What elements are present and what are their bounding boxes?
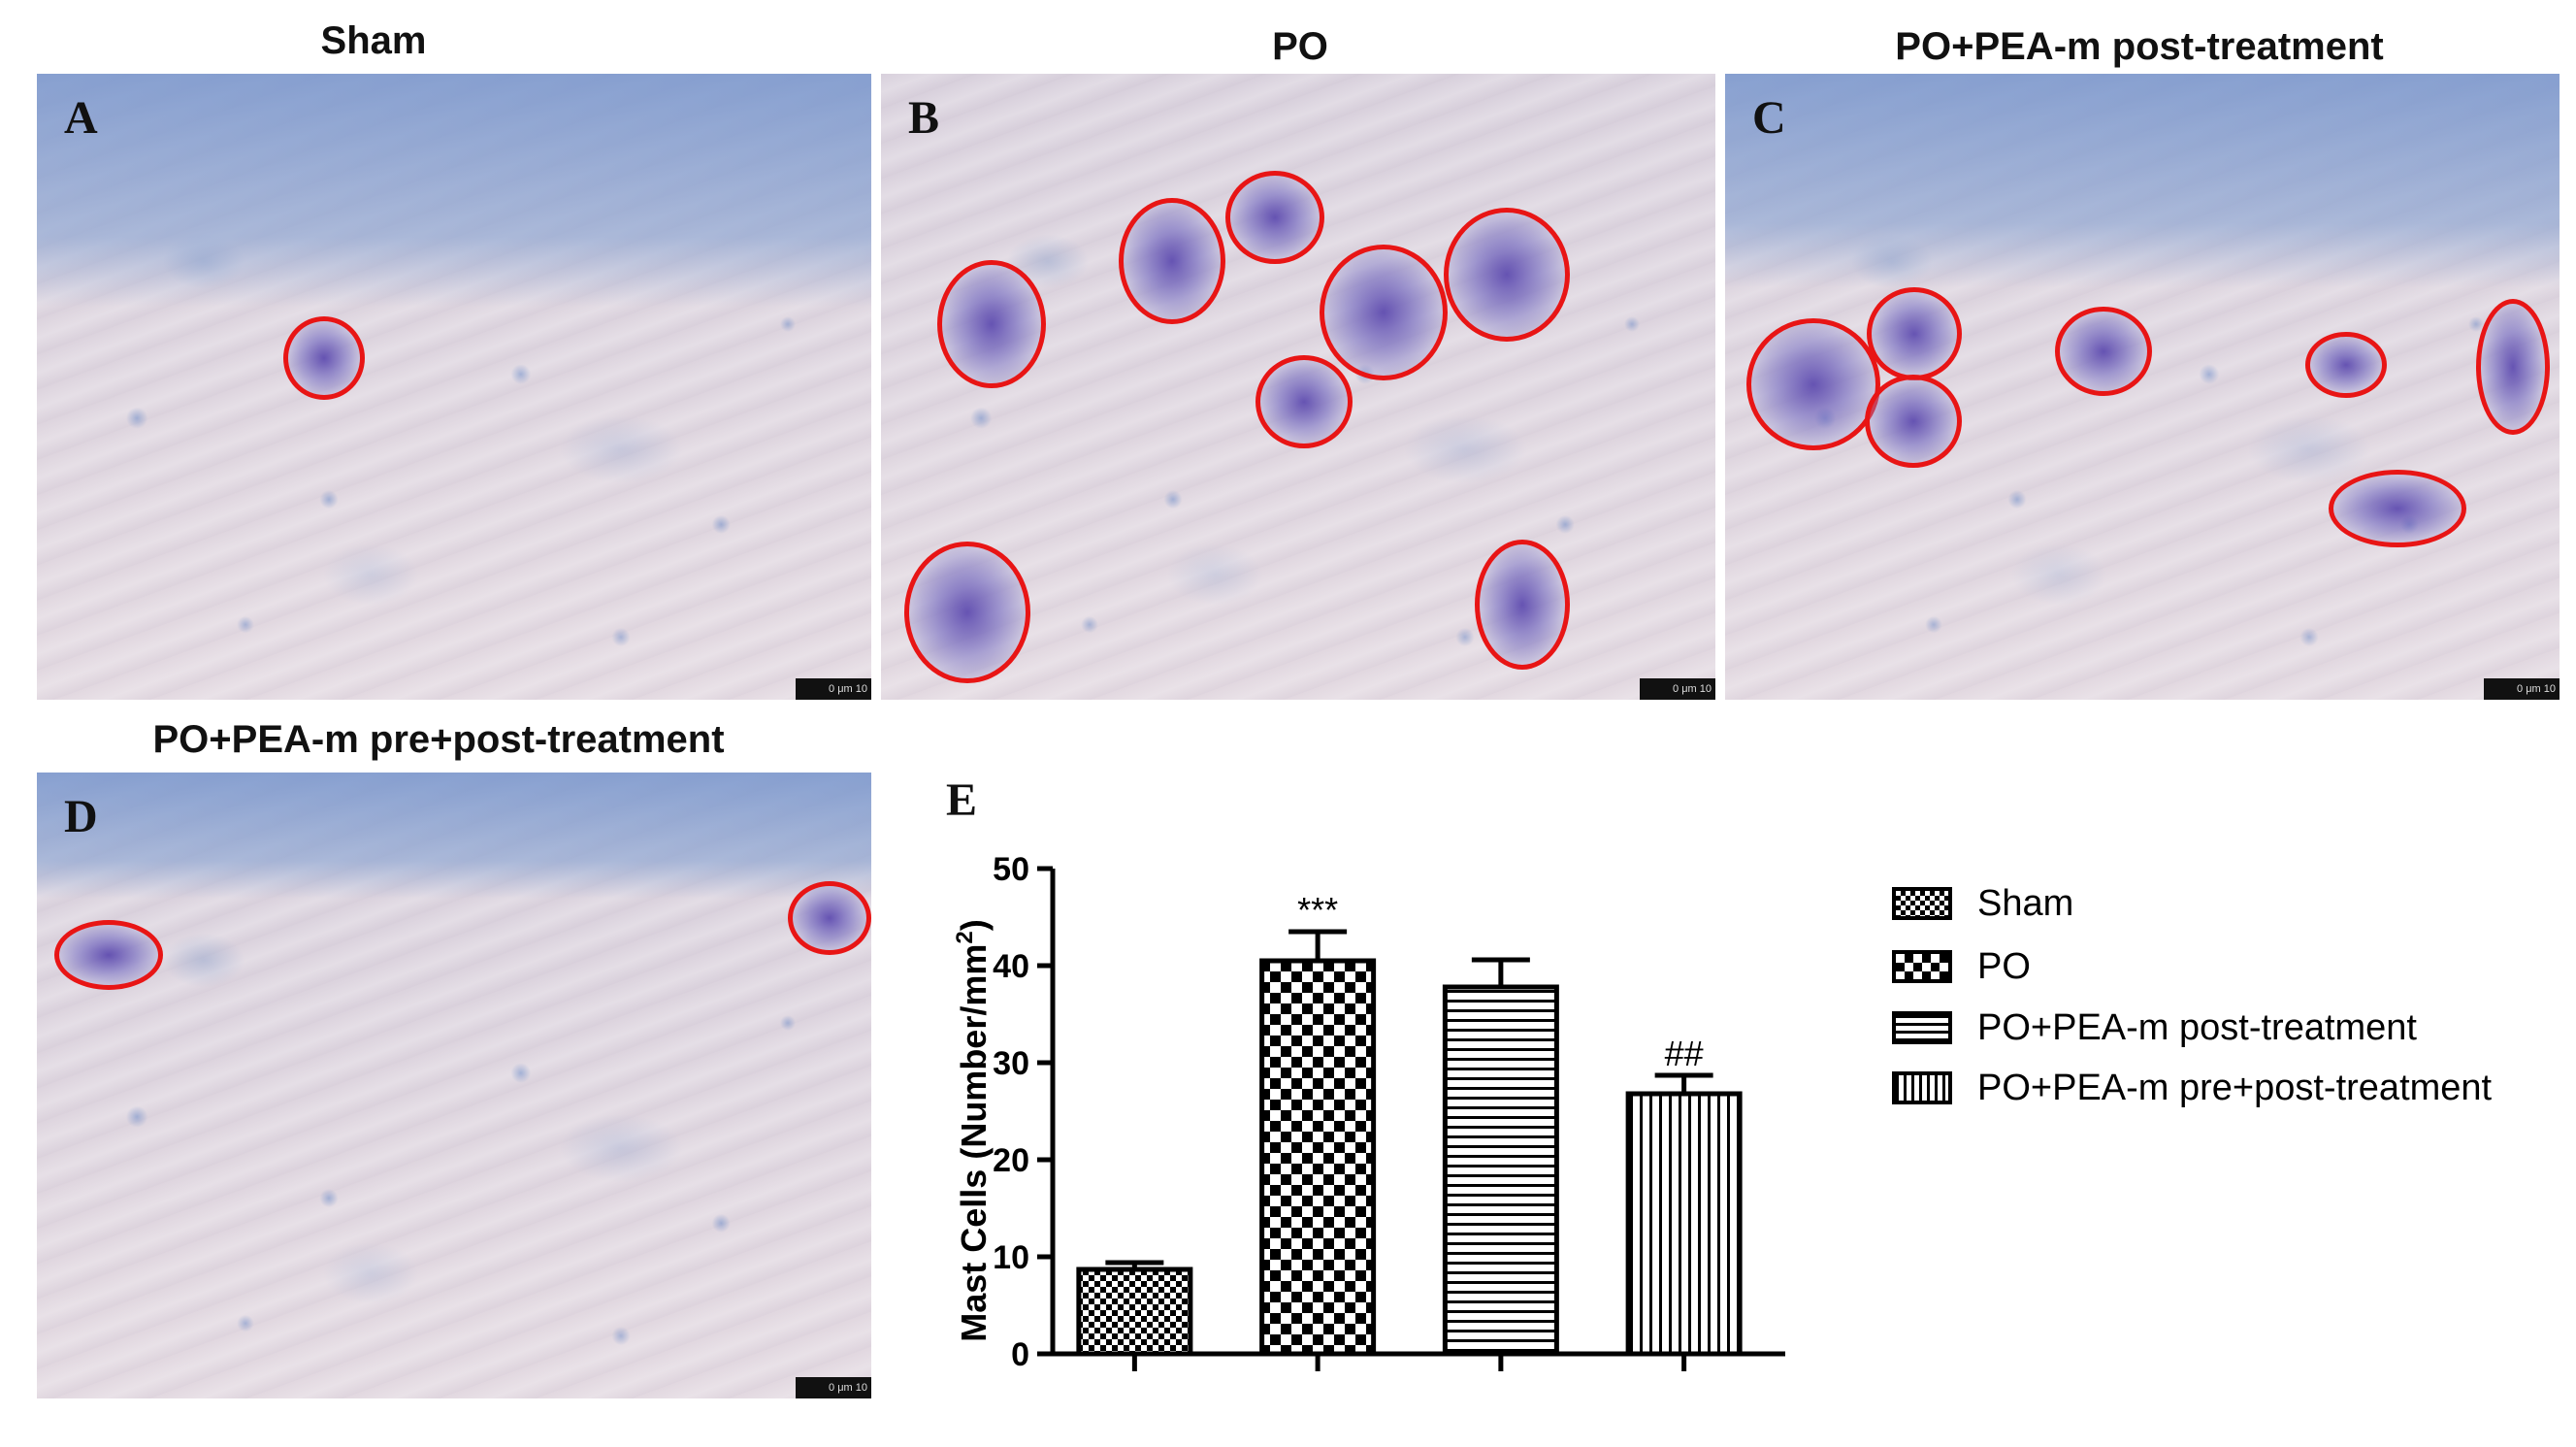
bar xyxy=(1259,958,1377,1357)
mast-cell-circle xyxy=(904,542,1030,683)
y-tick-label: 30 xyxy=(993,1045,1029,1082)
scale-bar: 0 μm 10 xyxy=(1640,678,1715,700)
micrograph-panel-c: C 0 μm 10 xyxy=(1725,74,2560,700)
legend-swatch-pre-post-treatment xyxy=(1892,1071,1952,1104)
panel-b-letter: B xyxy=(908,92,940,144)
mast-cell-circle xyxy=(937,260,1046,388)
legend-label-sham: Sham xyxy=(1977,883,2074,924)
mast-cell-circle xyxy=(54,920,163,990)
mast-cell-circle xyxy=(1865,375,1962,468)
mast-cell-circle xyxy=(1475,540,1570,670)
bar xyxy=(1076,1266,1193,1357)
legend-swatch-sham xyxy=(1892,887,1952,920)
y-tick-label: 20 xyxy=(993,1142,1029,1179)
y-axis-label-suffix: ) xyxy=(954,919,994,931)
legend-swatch-post-treatment xyxy=(1892,1011,1952,1044)
scale-bar: 0 μm 10 xyxy=(2484,678,2560,700)
mast-cell-circle xyxy=(1444,208,1570,342)
y-axis-label: Mast Cells (Number/mm2) xyxy=(952,919,994,1341)
mast-cell-circle xyxy=(283,316,365,400)
y-axis-label-sup: 2 xyxy=(952,931,978,943)
mast-cell-circle xyxy=(2305,332,2387,398)
legend-label-po: PO xyxy=(1977,946,2031,987)
legend-swatch-po xyxy=(1892,950,1952,983)
scale-bar: 0 μm 10 xyxy=(796,1377,871,1398)
bar xyxy=(1625,1091,1743,1357)
mast-cell-circle xyxy=(1320,245,1448,380)
micrograph-panel-a: A 0 μm 10 xyxy=(37,74,871,700)
panel-c-letter: C xyxy=(1752,92,1786,144)
y-tick-label: 10 xyxy=(993,1239,1029,1276)
significance-label: *** xyxy=(1297,890,1338,930)
significance-label: ## xyxy=(1665,1034,1704,1073)
y-tick-label: 0 xyxy=(1011,1336,1029,1373)
panel-a-title: Sham xyxy=(320,19,427,62)
panel-b-title: PO xyxy=(1272,25,1328,68)
y-axis-label-prefix: Mast Cells (Number/mm xyxy=(954,944,994,1342)
mast-cell-circle xyxy=(1255,355,1353,448)
panel-d-title: PO+PEA-m pre+post-treatment xyxy=(152,718,725,761)
bar xyxy=(1442,984,1559,1357)
y-tick-label: 40 xyxy=(993,948,1029,985)
mast-cell-circle xyxy=(788,881,871,955)
scale-bar: 0 μm 10 xyxy=(796,678,871,700)
mast-cell-circle xyxy=(2055,307,2152,396)
panel-a-letter: A xyxy=(64,92,98,144)
mast-cell-circle xyxy=(1119,198,1225,324)
legend-label-pre-post-treatment: PO+PEA-m pre+post-treatment xyxy=(1977,1068,2493,1108)
legend-label-post-treatment: PO+PEA-m post-treatment xyxy=(1977,1007,2417,1048)
micrograph-panel-b: B 0 μm 10 xyxy=(881,74,1715,700)
mast-cell-circle xyxy=(2329,470,2466,547)
mast-cell-circle xyxy=(1746,318,1880,450)
mast-cell-circle xyxy=(1225,171,1324,264)
mast-cell-circle xyxy=(2476,299,2550,435)
y-tick-label: 50 xyxy=(993,851,1029,888)
mast-cell-circle xyxy=(1867,287,1962,380)
chart-letter: E xyxy=(946,774,977,826)
panel-c-title: PO+PEA-m post-treatment xyxy=(1895,25,2384,68)
panel-d-letter: D xyxy=(64,791,98,842)
micrograph-panel-d: D 0 μm 10 xyxy=(37,773,871,1398)
